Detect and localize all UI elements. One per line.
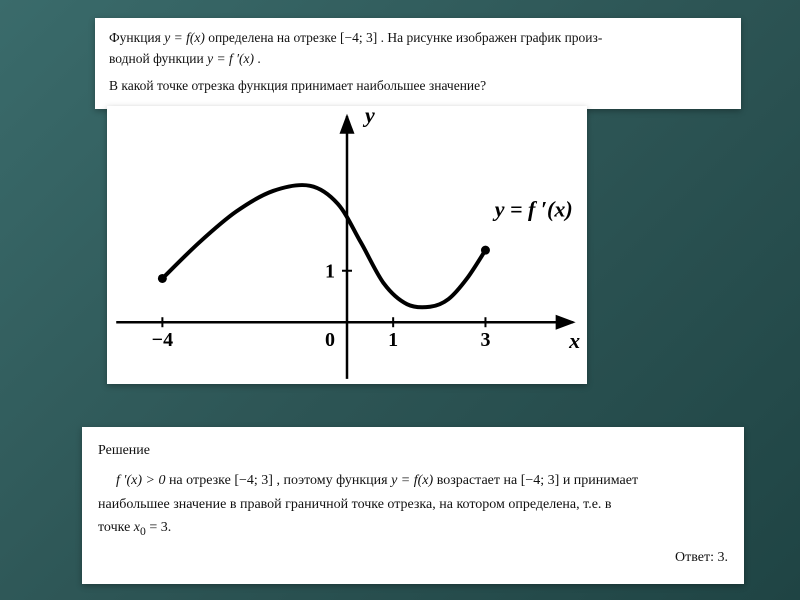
text: возрастает на bbox=[437, 473, 521, 488]
interval: [−4; 3] bbox=[340, 30, 377, 45]
svg-text:3: 3 bbox=[480, 329, 490, 351]
subscript: 0 bbox=[140, 525, 146, 538]
graph-card: −41310yxy = f ′(x) bbox=[107, 106, 587, 384]
problem-question: В какой точке отрезка функция принимает … bbox=[109, 76, 727, 97]
text: Функция bbox=[109, 30, 164, 45]
svg-text:y = f ′(x): y = f ′(x) bbox=[492, 197, 573, 222]
solution-line-1: f ′(x) > 0 на отрезке [−4; 3] , поэтому … bbox=[98, 469, 728, 493]
svg-text:1: 1 bbox=[388, 329, 398, 351]
formula: f ′(x) > 0 bbox=[116, 473, 165, 488]
svg-text:−4: −4 bbox=[152, 329, 173, 351]
formula: y = f ′(x) bbox=[207, 51, 254, 66]
solution-title: Решение bbox=[98, 439, 728, 463]
text: . На рисунке изображен график произ- bbox=[381, 30, 603, 45]
problem-line-1: Функция y = f(x) определена на отрезке [… bbox=[109, 28, 727, 49]
text: определена на отрезке bbox=[208, 30, 340, 45]
text: водной функции bbox=[109, 51, 207, 66]
interval: [−4; 3] bbox=[521, 473, 560, 488]
svg-text:0: 0 bbox=[325, 329, 335, 351]
svg-text:x: x bbox=[568, 328, 580, 353]
text: = 3. bbox=[149, 520, 171, 535]
solution-line-3: точке x0 = 3. bbox=[98, 516, 728, 542]
text: на отрезке bbox=[169, 473, 234, 488]
formula: y = f(x) bbox=[391, 473, 433, 488]
text: , поэтому функция bbox=[276, 473, 391, 488]
derivative-graph: −41310yxy = f ′(x) bbox=[107, 106, 587, 384]
solution-line-2: наибольшее значение в правой граничной т… bbox=[98, 493, 728, 517]
svg-text:1: 1 bbox=[325, 261, 335, 283]
text: точке bbox=[98, 520, 134, 535]
formula: y = f(x) bbox=[164, 30, 205, 45]
interval: [−4; 3] bbox=[234, 473, 273, 488]
text: . bbox=[257, 51, 260, 66]
problem-line-2: водной функции y = f ′(x) . bbox=[109, 49, 727, 70]
answer: Ответ: 3. bbox=[98, 546, 728, 570]
solution-card: Решение f ′(x) > 0 на отрезке [−4; 3] , … bbox=[82, 427, 744, 584]
problem-card: Функция y = f(x) определена на отрезке [… bbox=[95, 18, 741, 109]
text: и принимает bbox=[563, 473, 638, 488]
